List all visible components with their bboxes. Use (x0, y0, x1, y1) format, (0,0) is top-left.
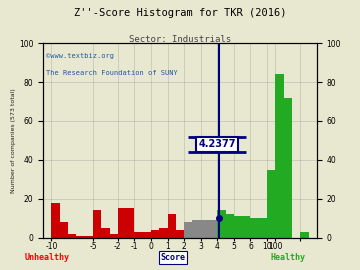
Bar (76, 236, 85, 238)
Bar (118, 208, 134, 238)
Bar (242, 216, 251, 238)
Bar (60, 222, 68, 238)
Bar (85, 236, 93, 238)
Bar (184, 222, 193, 238)
Bar (167, 214, 176, 238)
Text: Z''-Score Histogram for TKR (2016): Z''-Score Histogram for TKR (2016) (74, 8, 286, 18)
Text: Sector: Industrials: Sector: Industrials (129, 35, 231, 44)
Bar (93, 210, 101, 238)
Bar (234, 216, 242, 238)
Bar (134, 232, 143, 238)
Bar (68, 234, 76, 238)
Bar (209, 220, 217, 238)
Bar (193, 220, 201, 238)
Text: ©www.textbiz.org: ©www.textbiz.org (46, 53, 114, 59)
Bar (159, 228, 167, 238)
Bar (267, 170, 275, 238)
Text: 4.2377: 4.2377 (199, 139, 236, 149)
Bar (101, 228, 109, 238)
Bar (226, 214, 234, 238)
Bar (300, 232, 309, 238)
Bar (284, 98, 292, 238)
Text: Score: Score (160, 253, 185, 262)
Bar (259, 218, 267, 238)
Bar (217, 210, 226, 238)
Bar (109, 234, 118, 238)
Text: Unhealthy: Unhealthy (24, 253, 69, 262)
Bar (151, 230, 159, 238)
Bar (275, 74, 284, 238)
Y-axis label: Number of companies (573 total): Number of companies (573 total) (11, 88, 16, 193)
Bar (143, 232, 151, 238)
Text: The Research Foundation of SUNY: The Research Foundation of SUNY (46, 70, 178, 76)
Text: Healthy: Healthy (270, 253, 306, 262)
Bar (51, 202, 60, 238)
Bar (176, 230, 184, 238)
Bar (201, 220, 209, 238)
Bar (251, 218, 259, 238)
